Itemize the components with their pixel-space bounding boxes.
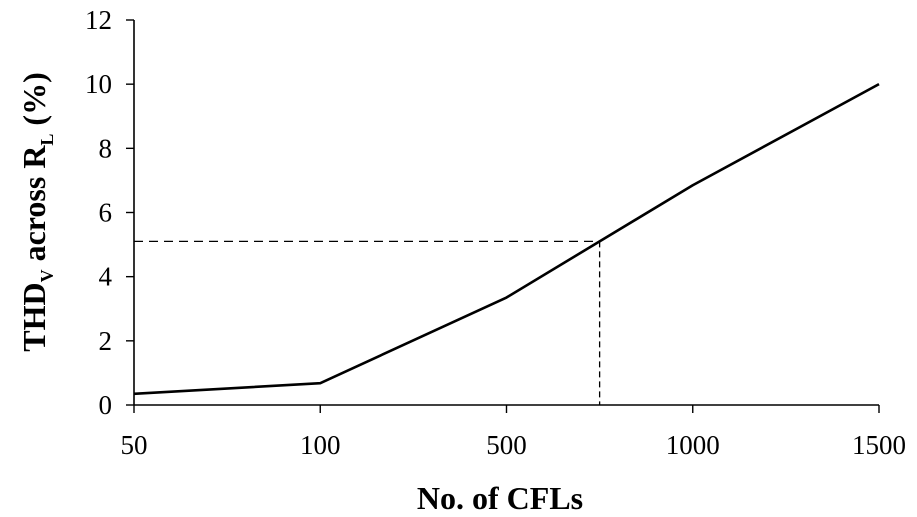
y-tick-label: 10 xyxy=(85,69,112,99)
y-axis-ticks: 0 2 4 6 8 10 12 xyxy=(85,5,134,420)
x-tick-label: 100 xyxy=(300,430,341,460)
y-title-prefix-subscript: V xyxy=(37,269,57,282)
x-tick-label: 50 xyxy=(121,430,148,460)
x-axis-title: No. of CFLs xyxy=(417,480,583,516)
annotation-crosshair xyxy=(134,240,601,405)
y-tick-label: 2 xyxy=(99,326,113,356)
series-line xyxy=(133,83,880,396)
y-tick-label: 6 xyxy=(99,198,113,228)
y-tick-label: 0 xyxy=(99,390,113,420)
y-axis-title: THDV across RL (%) xyxy=(16,72,57,352)
y-tick-label: 12 xyxy=(85,5,112,35)
y-tick-label: 4 xyxy=(99,262,113,292)
y-title-middle-subscript: L xyxy=(37,134,57,146)
x-tick-label: 1500 xyxy=(852,430,906,460)
y-title-suffix: (%) xyxy=(16,72,52,133)
y-title-prefix: THD xyxy=(16,282,52,351)
y-title-middle: across R xyxy=(16,145,52,270)
y-tick-label: 8 xyxy=(99,133,113,163)
series-layer xyxy=(133,83,880,396)
x-axis-ticks: 50 100 500 1000 1500 xyxy=(121,405,906,460)
x-tick-label: 500 xyxy=(486,430,527,460)
plot-area xyxy=(133,20,879,406)
x-tick-label: 1000 xyxy=(666,430,720,460)
